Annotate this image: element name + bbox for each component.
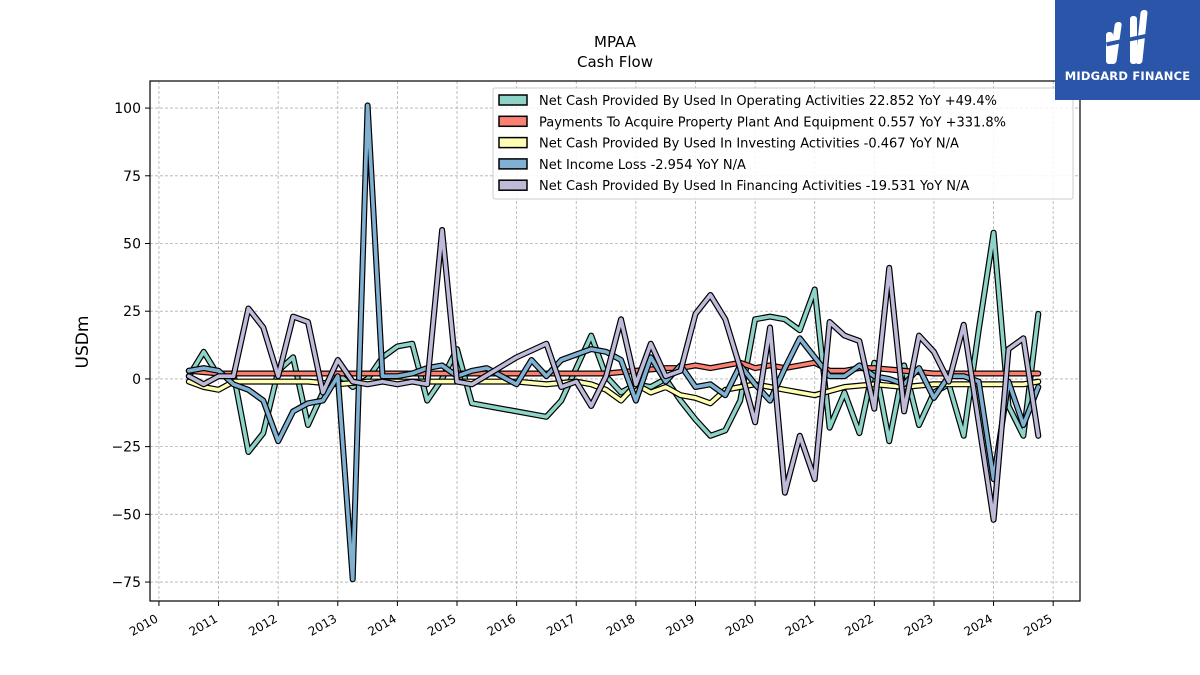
legend-label: Net Cash Provided By Used In Operating A…	[539, 94, 997, 109]
legend: Net Cash Provided By Used In Operating A…	[492, 87, 1074, 200]
y-tick-label: 25	[123, 304, 141, 320]
x-tick-label: 2020	[723, 611, 756, 638]
y-axis-label: USDm	[73, 316, 93, 369]
legend-swatch	[498, 115, 528, 128]
x-tick-label: 2010	[127, 611, 160, 638]
x-tick-label: 2017	[544, 611, 577, 638]
x-tick-label: 2011	[187, 611, 220, 638]
x-tick-label: 2015	[425, 611, 458, 638]
x-tick-label: 2019	[664, 611, 697, 638]
x-tick-label: 2013	[306, 611, 339, 638]
y-tick-label: 50	[123, 237, 141, 253]
x-tick-label: 2023	[902, 611, 935, 638]
series-path	[187, 360, 1041, 376]
legend-swatch	[498, 179, 528, 191]
y-tick-label: −50	[111, 507, 141, 523]
y-axis-label-group: USDm	[73, 316, 93, 369]
series-line-4	[185, 227, 1042, 523]
plot-frame	[149, 80, 1081, 602]
legend-box	[492, 87, 1074, 200]
chart-subtitle: Cash Flow	[577, 53, 653, 71]
legend-label: Payments To Acquire Property Plant And E…	[539, 115, 1006, 130]
legend-label: Net Cash Provided By Used In Financing A…	[539, 179, 969, 194]
y-tick-label: −75	[111, 575, 141, 591]
brand-name: MIDGARD FINANCE	[1064, 69, 1191, 83]
midgard-logo-icon	[1106, 10, 1148, 64]
legend-swatch	[498, 158, 528, 170]
x-tick-label: 2018	[604, 611, 637, 638]
x-tick-label: 2014	[365, 611, 398, 638]
y-tick-label: 75	[123, 169, 141, 185]
series-lines	[185, 102, 1042, 583]
x-tick-label: 2024	[962, 611, 995, 638]
x-tick-label: 2021	[783, 611, 816, 638]
x-tick-label: 2025	[1021, 611, 1054, 638]
series-line-1	[185, 359, 1042, 377]
legend-swatch	[498, 94, 528, 106]
x-tick-label: 2016	[485, 611, 518, 638]
chart-title: MPAA	[594, 33, 637, 51]
y-tick-label: 0	[132, 372, 141, 388]
legend-swatch	[498, 136, 528, 149]
x-tick-label: 2012	[246, 611, 279, 638]
y-tick-label: −25	[111, 440, 141, 456]
series-path	[187, 228, 1041, 522]
legend-label: Net Income Loss -2.954 YoY N/A	[539, 158, 746, 173]
legend-label: Net Cash Provided By Used In Investing A…	[539, 137, 959, 152]
x-tick-label: 2022	[842, 611, 875, 638]
brand-logo: MIDGARD FINANCE	[1055, 0, 1200, 100]
y-tick-label: 100	[114, 101, 141, 117]
